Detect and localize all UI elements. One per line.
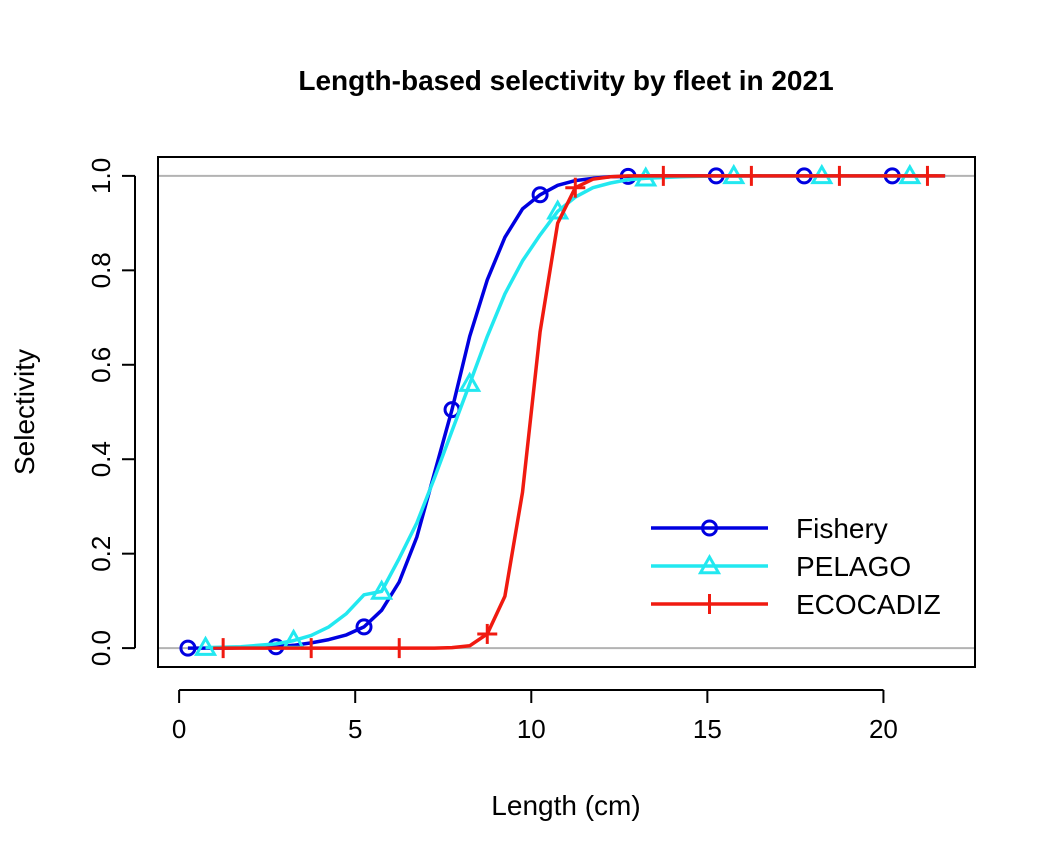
data-point — [458, 371, 482, 392]
legend-item-pelago: PELAGO — [651, 551, 911, 582]
data-point — [355, 618, 373, 636]
data-point — [653, 165, 674, 186]
y-tick-label: 0.6 — [86, 347, 116, 383]
data-point — [193, 635, 218, 656]
data-point — [699, 594, 720, 614]
x-tick-label: 20 — [869, 714, 898, 744]
data-point — [477, 623, 498, 644]
legend-label: Fishery — [796, 513, 888, 544]
y-axis-label: Selectivity — [9, 349, 40, 475]
data-point — [179, 639, 197, 657]
legend-label: ECOCADIZ — [796, 589, 941, 620]
axes: 0 5 10 15 20 0.0 0.2 0.4 0.6 0.8 1.0 — [86, 156, 976, 744]
data-point — [565, 177, 586, 198]
data-point — [370, 579, 394, 600]
data-point — [917, 165, 938, 186]
plot-frame — [157, 156, 976, 668]
data-point — [701, 519, 718, 537]
legend-item-ecocadiz: ECOCADIZ — [651, 589, 941, 620]
data-point — [213, 638, 234, 659]
data-point — [741, 165, 762, 186]
data-point — [697, 553, 722, 575]
data-point — [531, 186, 549, 204]
legend-label: PELAGO — [796, 551, 911, 582]
data-point — [301, 638, 322, 659]
y-tick-label: 0.2 — [86, 536, 116, 572]
plot-area — [158, 163, 975, 659]
series-ecocadiz — [213, 165, 946, 659]
y-tick-label: 1.0 — [86, 158, 116, 194]
x-tick-label: 15 — [693, 714, 722, 744]
legend: Fishery PELAGO ECOCADIZ — [651, 513, 941, 620]
x-tick-label: 0 — [172, 714, 186, 744]
y-tick-label: 0.8 — [86, 252, 116, 288]
x-tick-label: 5 — [348, 714, 362, 744]
legend-item-fishery: Fishery — [651, 513, 888, 544]
y-tick-label: 0.4 — [86, 441, 116, 477]
y-tick-label: 0.0 — [86, 630, 116, 666]
chart-title: Length-based selectivity by fleet in 202… — [298, 65, 833, 96]
data-point — [829, 165, 850, 186]
x-axis-label: Length (cm) — [491, 790, 640, 821]
x-tick-label: 10 — [517, 714, 546, 744]
series-fishery — [179, 167, 946, 657]
data-point — [389, 638, 410, 659]
